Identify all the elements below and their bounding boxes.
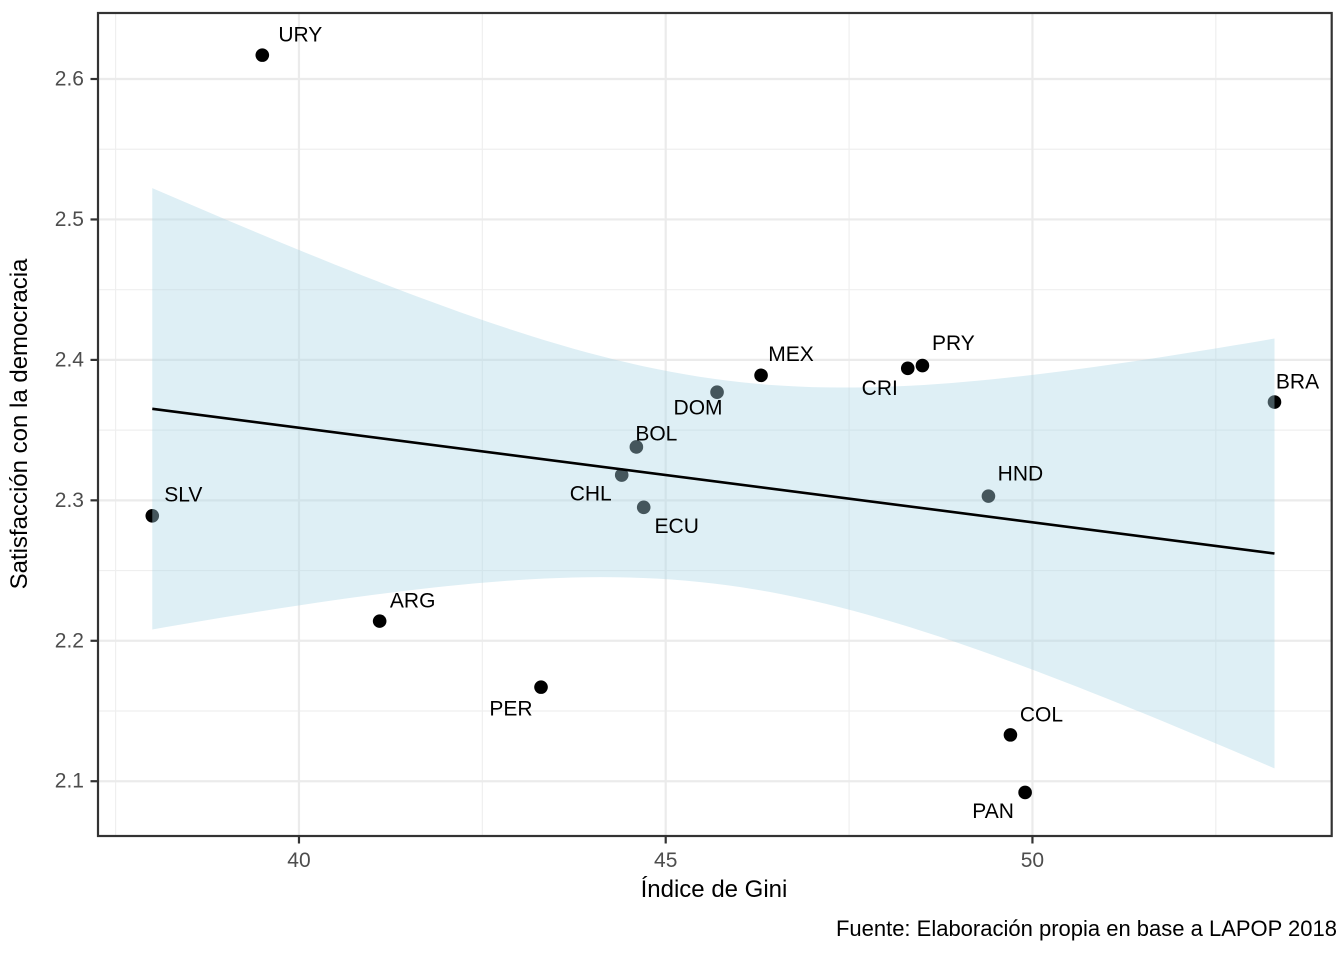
source-caption: Fuente: Elaboración propia en base a LAP… — [836, 916, 1337, 941]
data-point-mex — [754, 368, 768, 383]
y-axis-tick-labels: 2.1 2.2 2.3 2.4 2.5 2.6 — [55, 68, 85, 793]
y-tick-label: 2.5 — [55, 208, 84, 231]
data-point-slv — [145, 508, 160, 523]
data-point-arg — [372, 614, 387, 628]
data-point-ecu — [636, 500, 651, 515]
x-tick-label: 50 — [1021, 849, 1044, 872]
data-points-layer — [145, 48, 1282, 800]
x-axis-title: Índice de Gini — [641, 876, 788, 903]
data-point-col — [1003, 728, 1018, 742]
y-tick-label: 2.3 — [55, 489, 84, 512]
y-axis-title: Satisfacción con la democracia — [6, 258, 33, 589]
panel-border — [96, 11, 1333, 838]
axis-tick-marks — [90, 77, 1034, 844]
point-label-mex: MEX — [768, 343, 814, 366]
point-label-bra: BRA — [1276, 371, 1319, 394]
data-point-pan — [1018, 785, 1032, 800]
minor-gridlines — [98, 13, 1332, 836]
data-point-bol — [629, 440, 644, 454]
major-gridlines — [98, 13, 1332, 836]
point-label-dom: DOM — [674, 397, 723, 420]
point-label-arg: ARG — [390, 590, 436, 613]
y-tick-label: 2.6 — [55, 68, 84, 91]
point-label-chl: CHL — [570, 483, 612, 506]
data-point-pry — [915, 358, 930, 373]
data-point-ury — [255, 48, 270, 62]
confidence-band — [152, 188, 1275, 769]
point-label-ury: URY — [278, 24, 322, 47]
data-point-cri — [900, 361, 915, 376]
x-tick-label: 40 — [287, 849, 310, 872]
x-axis-tick-labels: 40 45 50 — [287, 849, 1044, 872]
point-label-bol: BOL — [635, 422, 677, 445]
y-tick-label: 2.2 — [55, 629, 84, 652]
data-point-bra — [1267, 395, 1282, 409]
point-label-slv: SLV — [164, 483, 202, 506]
point-label-ecu: ECU — [655, 515, 699, 538]
regression-line — [152, 407, 1275, 555]
point-label-pry: PRY — [932, 332, 975, 355]
point-label-cri: CRI — [862, 377, 898, 400]
point-labels-layer: URY SLV ARG PER CHL BOL ECU DOM MEX CRI PRY HND COL P… — [164, 24, 1319, 823]
data-point-hnd — [981, 489, 996, 503]
point-label-col: COL — [1020, 703, 1063, 726]
y-tick-label: 2.1 — [55, 770, 84, 793]
data-point-chl — [614, 468, 629, 482]
point-label-pan: PAN — [972, 800, 1014, 823]
point-label-per: PER — [489, 698, 532, 721]
data-point-per — [534, 680, 548, 694]
point-label-hnd: HND — [998, 463, 1044, 486]
x-tick-label: 45 — [654, 849, 677, 872]
data-point-dom — [710, 385, 724, 399]
panel-background — [98, 13, 1332, 836]
y-tick-label: 2.4 — [55, 348, 85, 371]
